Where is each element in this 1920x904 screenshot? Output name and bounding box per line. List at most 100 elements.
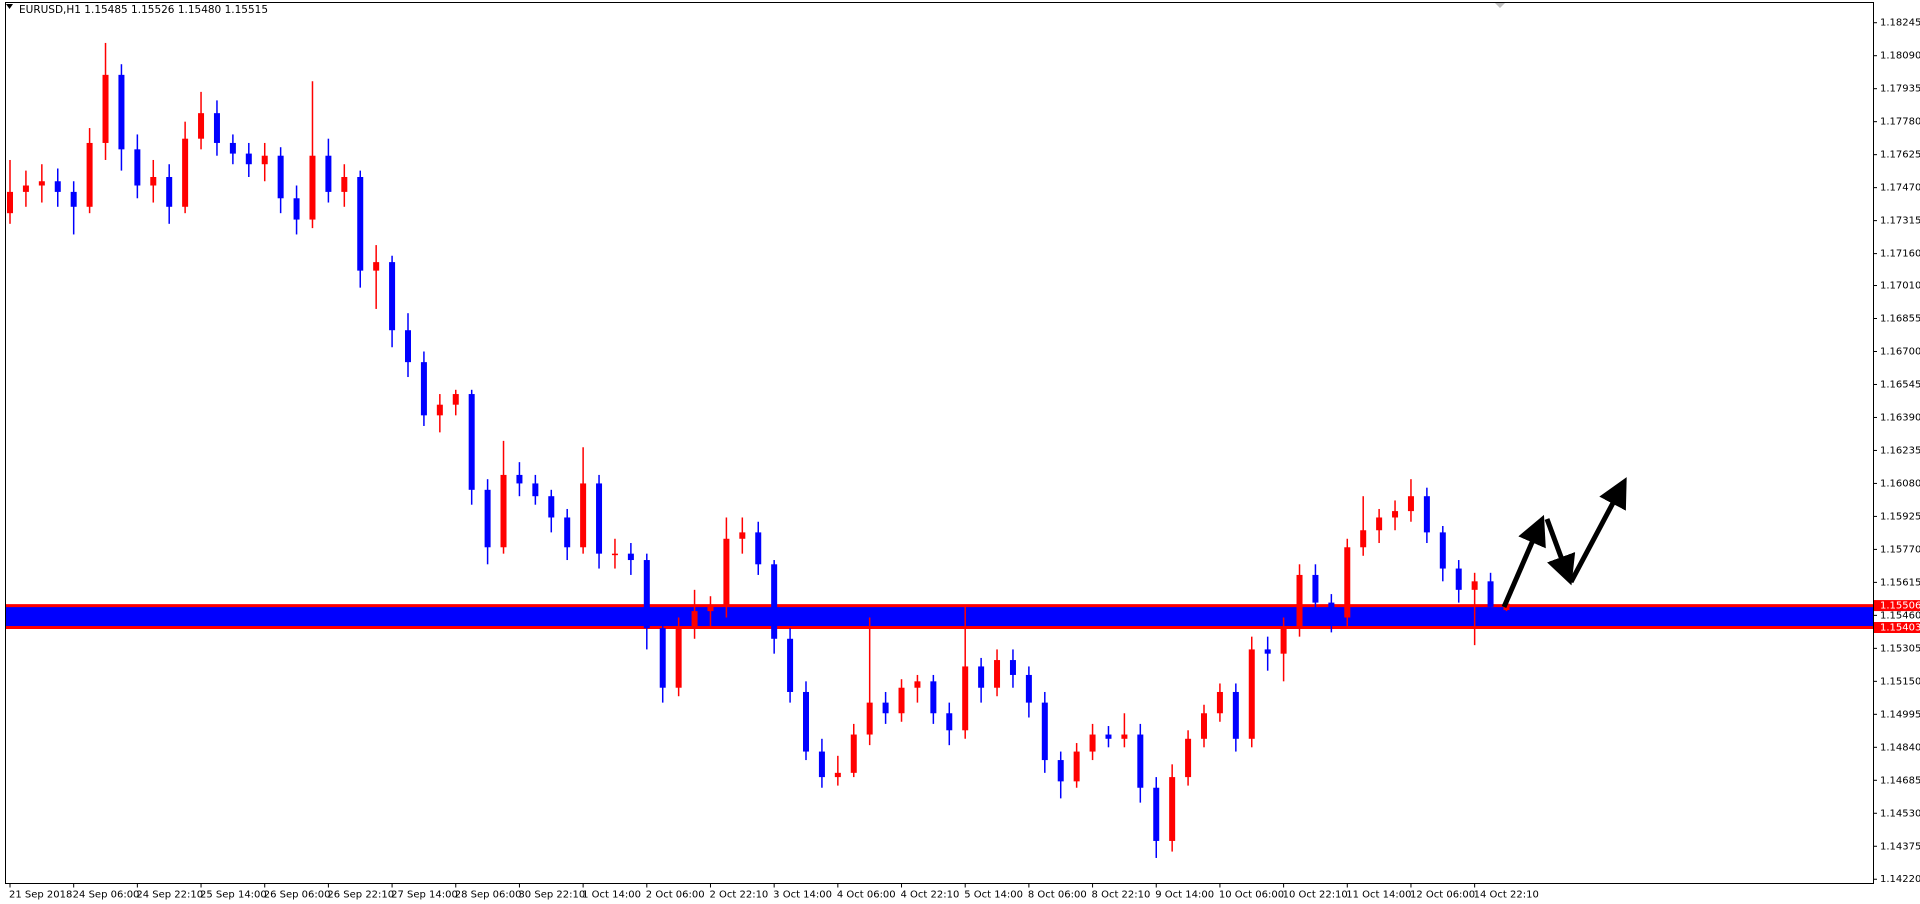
candle-body bbox=[102, 74, 109, 143]
support-zone bbox=[6, 605, 1873, 628]
candle-body bbox=[611, 553, 618, 556]
y-tick-label: 1.17160 bbox=[1880, 249, 1920, 260]
candle-body bbox=[516, 474, 523, 484]
candle-body bbox=[309, 155, 316, 220]
candle-body bbox=[86, 142, 93, 207]
candle-body bbox=[452, 394, 459, 405]
candle-body bbox=[914, 681, 921, 688]
candle-body bbox=[1455, 568, 1462, 590]
candle-body bbox=[1121, 734, 1128, 739]
candle-body bbox=[1232, 691, 1239, 739]
level-label-box bbox=[1874, 621, 1920, 633]
candle-body bbox=[1423, 496, 1430, 533]
y-tick-label: 1.17470 bbox=[1880, 183, 1920, 194]
candle-body bbox=[261, 155, 268, 165]
x-tick-label: 2 Oct 06:00 bbox=[646, 890, 705, 901]
x-tick-label: 24 Sep 22:10 bbox=[136, 890, 203, 901]
x-tick-label: 12 Oct 06:00 bbox=[1410, 890, 1475, 901]
candle-body bbox=[723, 538, 730, 607]
candle-body bbox=[1344, 547, 1351, 618]
y-tick-label: 1.15150 bbox=[1880, 676, 1920, 687]
candle-body bbox=[659, 628, 666, 688]
candle-body bbox=[484, 489, 491, 548]
candle-body bbox=[1057, 760, 1064, 782]
x-tick-label: 9 Oct 14:00 bbox=[1155, 890, 1214, 901]
y-tick-label: 1.17315 bbox=[1880, 216, 1920, 227]
x-tick-label: 4 Oct 06:00 bbox=[837, 890, 896, 901]
candle-body bbox=[118, 74, 125, 150]
candle-body bbox=[198, 113, 205, 139]
menu-triangle bbox=[6, 4, 13, 9]
candle-body bbox=[691, 611, 698, 629]
candle-body bbox=[1201, 713, 1207, 739]
candle-body bbox=[1264, 649, 1271, 654]
y-tick-label: 1.14530 bbox=[1880, 808, 1920, 819]
candle-body bbox=[1153, 787, 1160, 841]
arrow-down bbox=[1544, 518, 1576, 586]
candle-body bbox=[1041, 702, 1048, 761]
arrow-up bbox=[1501, 514, 1546, 608]
y-tick-label: 1.14375 bbox=[1880, 841, 1920, 852]
candle-body bbox=[1407, 496, 1414, 512]
level-label: 1.15506 bbox=[1880, 601, 1920, 612]
y-tick-label: 1.17935 bbox=[1880, 84, 1920, 95]
candle-body bbox=[627, 553, 634, 561]
y-tick-label: 1.17780 bbox=[1880, 117, 1920, 128]
x-tick-label: 4 Oct 22:10 bbox=[901, 890, 960, 901]
candle-body bbox=[1185, 738, 1192, 778]
y-tick-label: 1.16080 bbox=[1880, 478, 1920, 489]
y-tick-label: 1.14840 bbox=[1880, 742, 1920, 753]
candles-layer bbox=[7, 42, 1510, 858]
x-tick-label: 21 Sep 2018 bbox=[9, 890, 72, 901]
candle-body bbox=[182, 138, 189, 207]
candle-body bbox=[1009, 660, 1016, 675]
candle-body bbox=[1392, 511, 1399, 518]
candle-body bbox=[771, 564, 778, 639]
candle-body bbox=[1089, 734, 1096, 752]
candle-body bbox=[1487, 581, 1494, 607]
candle-body bbox=[739, 532, 746, 539]
candle-body bbox=[1105, 734, 1112, 739]
candle-body bbox=[962, 666, 969, 731]
candle-body bbox=[325, 155, 332, 192]
candle-body bbox=[373, 262, 380, 271]
candle-body bbox=[946, 713, 953, 731]
candle-body bbox=[930, 681, 937, 714]
candle-body bbox=[1169, 777, 1176, 841]
candle-body bbox=[277, 155, 284, 199]
y-tick-label: 1.18245 bbox=[1880, 18, 1920, 29]
y-tick-label: 1.16855 bbox=[1880, 314, 1920, 325]
candle-body bbox=[420, 362, 427, 416]
candle-body bbox=[357, 176, 364, 271]
candle-body bbox=[245, 153, 252, 165]
y-tick-label: 1.16390 bbox=[1880, 412, 1920, 423]
candle-body bbox=[1471, 581, 1478, 590]
x-tick-label: 28 Sep 06:00 bbox=[455, 890, 522, 901]
y-tick-label: 1.15925 bbox=[1880, 511, 1920, 522]
y-tick-label: 1.15305 bbox=[1880, 643, 1920, 654]
y-tick-label: 1.15615 bbox=[1880, 577, 1920, 588]
candle-body bbox=[994, 660, 1001, 688]
y-tick-label: 1.15770 bbox=[1880, 544, 1920, 555]
candle-body bbox=[436, 404, 443, 416]
x-tick-label: 27 Sep 14:00 bbox=[391, 890, 458, 901]
candle-body bbox=[532, 483, 539, 497]
candle-body bbox=[134, 149, 141, 186]
plot-frame bbox=[5, 2, 1874, 884]
candle-body bbox=[70, 191, 77, 207]
candle-body bbox=[548, 496, 555, 518]
candle-body bbox=[150, 176, 157, 186]
scroll-marker bbox=[1495, 3, 1505, 8]
candle-body bbox=[850, 734, 857, 773]
candle-body bbox=[1376, 517, 1383, 531]
y-tick-label: 1.16235 bbox=[1880, 445, 1920, 456]
candle-body bbox=[675, 628, 682, 688]
candle-body bbox=[38, 181, 45, 186]
candle-body bbox=[818, 751, 825, 778]
candle-body bbox=[341, 176, 348, 192]
y-tick-label: 1.14220 bbox=[1880, 874, 1920, 885]
candle-body bbox=[1025, 674, 1032, 703]
x-tick-label: 25 Sep 14:00 bbox=[200, 890, 267, 901]
candle-body bbox=[1312, 574, 1319, 603]
